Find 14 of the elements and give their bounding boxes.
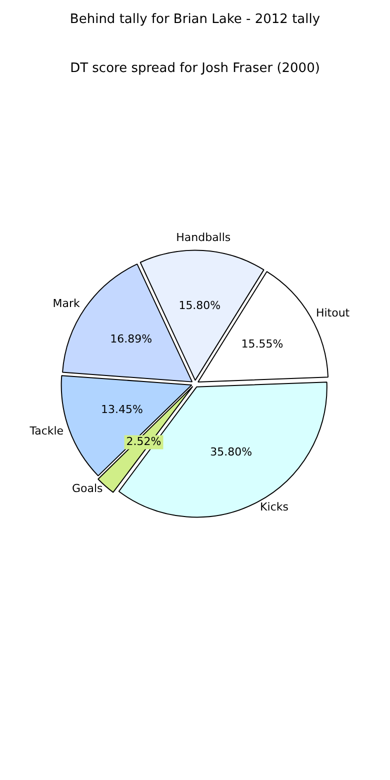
slice-label: Hitout	[316, 306, 350, 320]
slice-label: Tackle	[28, 424, 64, 438]
data-label: 15.80%	[178, 299, 221, 312]
slice-label: Kicks	[260, 500, 289, 514]
slice-label: Goals	[72, 482, 104, 495]
data-label: 2.52%	[126, 435, 162, 448]
data-label: 13.45%	[101, 403, 143, 416]
chart-title: DT score spread for Josh Fraser (2000)	[70, 61, 320, 76]
slice-label: Handballs	[176, 231, 231, 244]
slice-label: Mark	[52, 297, 81, 310]
text: Behind tally for Brian Lake - 2012 tally	[68, 12, 322, 27]
data-label: 15.55%	[241, 338, 284, 351]
data-label: 35.80%	[210, 445, 252, 458]
data-label: 16.89%	[110, 332, 152, 346]
